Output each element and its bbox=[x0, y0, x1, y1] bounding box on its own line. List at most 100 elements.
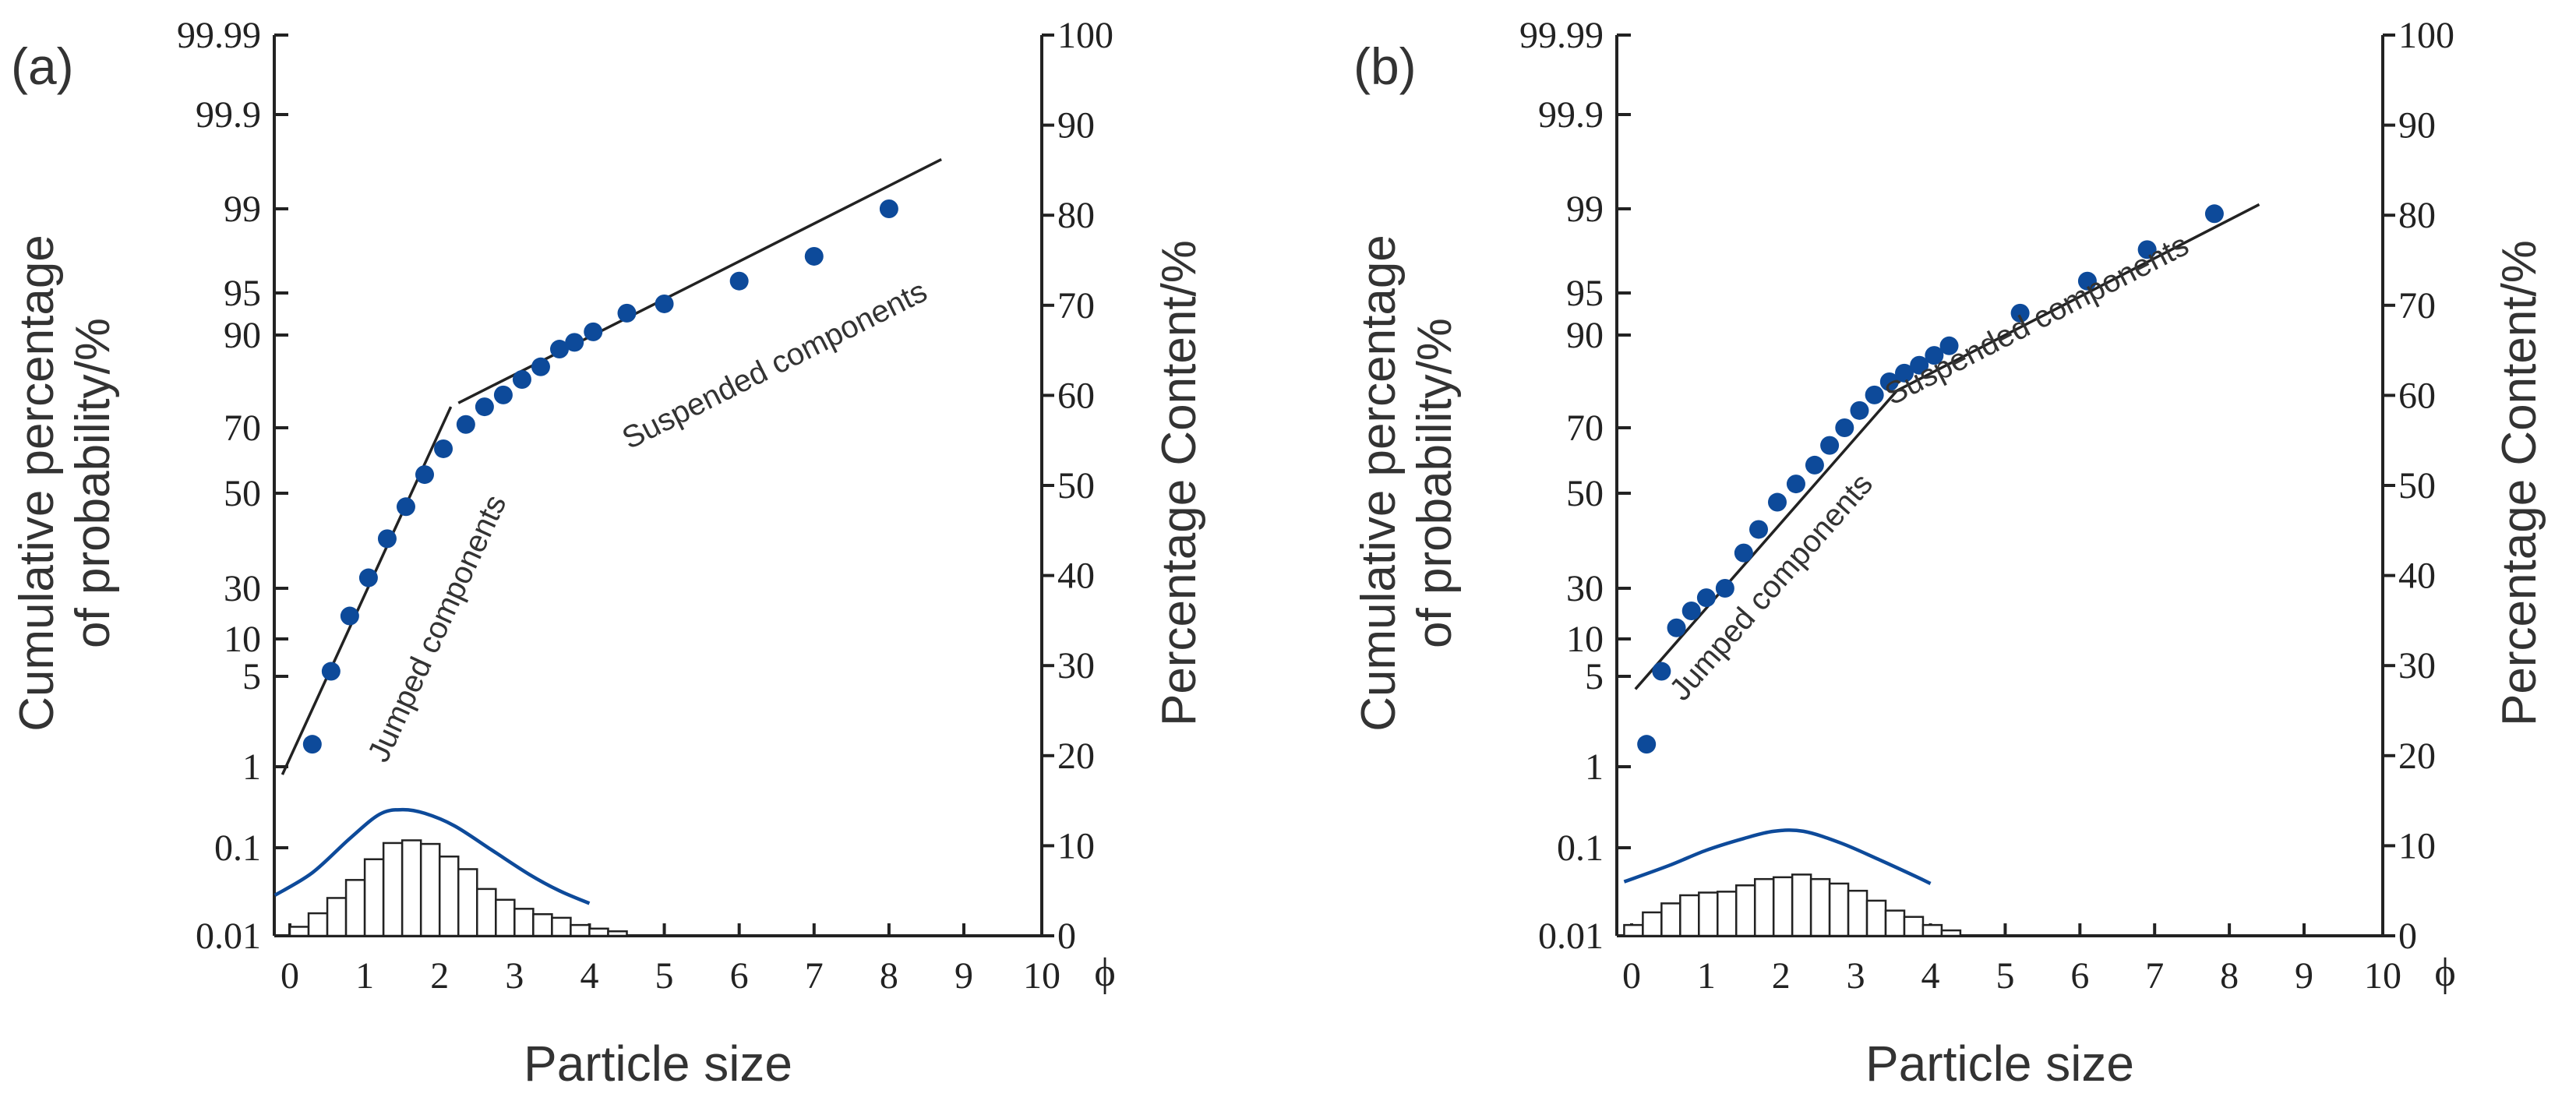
y2-tick-label: 50 bbox=[2398, 465, 2436, 506]
panel-b: (b)0.010.1151030507090959999.999.9901020… bbox=[1352, 15, 2546, 1092]
y-tick-label: 70 bbox=[224, 408, 261, 449]
x-axis-title: Particle size bbox=[524, 1036, 792, 1092]
y-axis-title-line1: Cumulative percentage bbox=[10, 235, 64, 732]
y-tick-label: 90 bbox=[224, 315, 261, 356]
data-point bbox=[1820, 436, 1840, 455]
x-tick-label: 7 bbox=[805, 955, 824, 997]
y-tick-label: 5 bbox=[242, 656, 261, 697]
x-tick-label: 2 bbox=[430, 955, 449, 997]
x-tick-label: 9 bbox=[2295, 955, 2313, 997]
y2-tick-label: 30 bbox=[2398, 645, 2436, 686]
y2-tick-label: 100 bbox=[1057, 15, 1113, 56]
data-point bbox=[340, 606, 359, 626]
x-tick-label: 2 bbox=[1772, 955, 1791, 997]
x-axis-title: Particle size bbox=[1865, 1036, 2134, 1092]
histogram-bar bbox=[307, 912, 329, 937]
data-point bbox=[1715, 579, 1734, 598]
histogram-bar bbox=[513, 908, 535, 937]
y-tick-label: 1 bbox=[1585, 746, 1604, 788]
y2-axis-title: Percentage Content/% bbox=[1152, 240, 1206, 726]
data-point bbox=[1767, 492, 1787, 512]
data-point bbox=[729, 271, 749, 291]
x-tick-label: 9 bbox=[955, 955, 973, 997]
y-tick-label: 5 bbox=[1585, 656, 1604, 697]
data-point bbox=[2010, 303, 2030, 323]
data-point bbox=[1667, 618, 1686, 637]
data-point bbox=[584, 322, 603, 341]
panel-a: (a)0.010.1151030507090959999.999.9901020… bbox=[10, 15, 1206, 1092]
y2-tick-label: 20 bbox=[2398, 736, 2436, 777]
x-tick-label: 1 bbox=[1697, 955, 1716, 997]
x-tick-label: 4 bbox=[580, 955, 598, 997]
panel-label: (a) bbox=[11, 37, 74, 95]
histogram-bar bbox=[288, 926, 310, 937]
data-point bbox=[1939, 336, 1959, 355]
histogram-bar bbox=[1698, 891, 1719, 937]
histogram-bar bbox=[401, 839, 422, 937]
histogram-bar bbox=[1828, 882, 1850, 937]
data-point bbox=[1637, 735, 1657, 754]
y2-tick-label: 0 bbox=[1057, 916, 1076, 957]
histogram-bar bbox=[1772, 876, 1794, 937]
x-tick-label: 5 bbox=[655, 955, 674, 997]
y2-tick-label: 0 bbox=[2398, 916, 2417, 957]
x-unit-label: ϕ bbox=[1094, 951, 1115, 995]
data-point bbox=[475, 397, 494, 417]
y-tick-label: 99.9 bbox=[1538, 94, 1604, 136]
y-tick-label: 99 bbox=[224, 189, 261, 230]
y-tick-label: 10 bbox=[1566, 619, 1604, 660]
suspended-components-label: Suspended components bbox=[1879, 228, 2194, 411]
histogram-bar bbox=[1865, 899, 1887, 937]
y2-tick-label: 40 bbox=[2398, 556, 2436, 597]
jumped-fit-line bbox=[1634, 390, 1898, 690]
histogram-bar bbox=[326, 897, 348, 937]
histogram-bar bbox=[382, 842, 404, 937]
x-tick-label: 4 bbox=[1921, 955, 1940, 997]
data-point bbox=[396, 497, 415, 517]
data-point bbox=[415, 465, 434, 485]
histogram-bar bbox=[419, 842, 441, 937]
histogram-bar bbox=[1660, 902, 1681, 937]
y-tick-label: 1 bbox=[242, 746, 261, 788]
data-point bbox=[1805, 455, 1824, 475]
data-point bbox=[1925, 346, 1944, 365]
data-point bbox=[1835, 418, 1854, 437]
data-point bbox=[1910, 355, 1929, 375]
data-point bbox=[1749, 520, 1769, 539]
y2-tick-label: 90 bbox=[1057, 105, 1095, 146]
y-tick-label: 99.9 bbox=[196, 94, 261, 136]
x-tick-label: 8 bbox=[2220, 955, 2239, 997]
y2-tick-label: 70 bbox=[2398, 285, 2436, 326]
x-unit-label: ϕ bbox=[2434, 951, 2455, 995]
histogram-bar bbox=[1717, 891, 1738, 937]
x-tick-label: 8 bbox=[880, 955, 898, 997]
histogram-bar bbox=[438, 856, 460, 937]
data-point bbox=[879, 199, 898, 218]
data-point bbox=[617, 303, 637, 323]
histogram-bar bbox=[363, 858, 385, 937]
data-point bbox=[302, 735, 322, 754]
histogram-bar bbox=[1847, 889, 1868, 937]
y2-tick-label: 100 bbox=[2398, 15, 2454, 56]
y2-tick-label: 50 bbox=[1057, 465, 1095, 506]
panel-label: (b) bbox=[1353, 37, 1417, 95]
histogram-bar bbox=[476, 887, 497, 937]
histogram-bar bbox=[1884, 909, 1906, 937]
y-tick-label: 10 bbox=[224, 619, 261, 660]
y-axis-title-line2: of probability/% bbox=[1408, 318, 1462, 648]
y2-tick-label: 80 bbox=[2398, 195, 2436, 236]
x-tick-label: 6 bbox=[730, 955, 749, 997]
y-tick-label: 95 bbox=[224, 273, 261, 314]
histogram-bar bbox=[551, 916, 572, 937]
data-point bbox=[565, 333, 584, 352]
histogram-bar bbox=[1921, 923, 1943, 937]
y-tick-label: 50 bbox=[1566, 473, 1604, 514]
y2-tick-label: 80 bbox=[1057, 195, 1095, 236]
frequency-curve bbox=[1623, 828, 1932, 885]
data-point bbox=[456, 415, 475, 434]
data-point bbox=[804, 246, 824, 266]
x-tick-label: 7 bbox=[2145, 955, 2164, 997]
y-axis-title-line2: of probability/% bbox=[66, 318, 120, 648]
y-tick-label: 99.99 bbox=[1519, 15, 1604, 56]
